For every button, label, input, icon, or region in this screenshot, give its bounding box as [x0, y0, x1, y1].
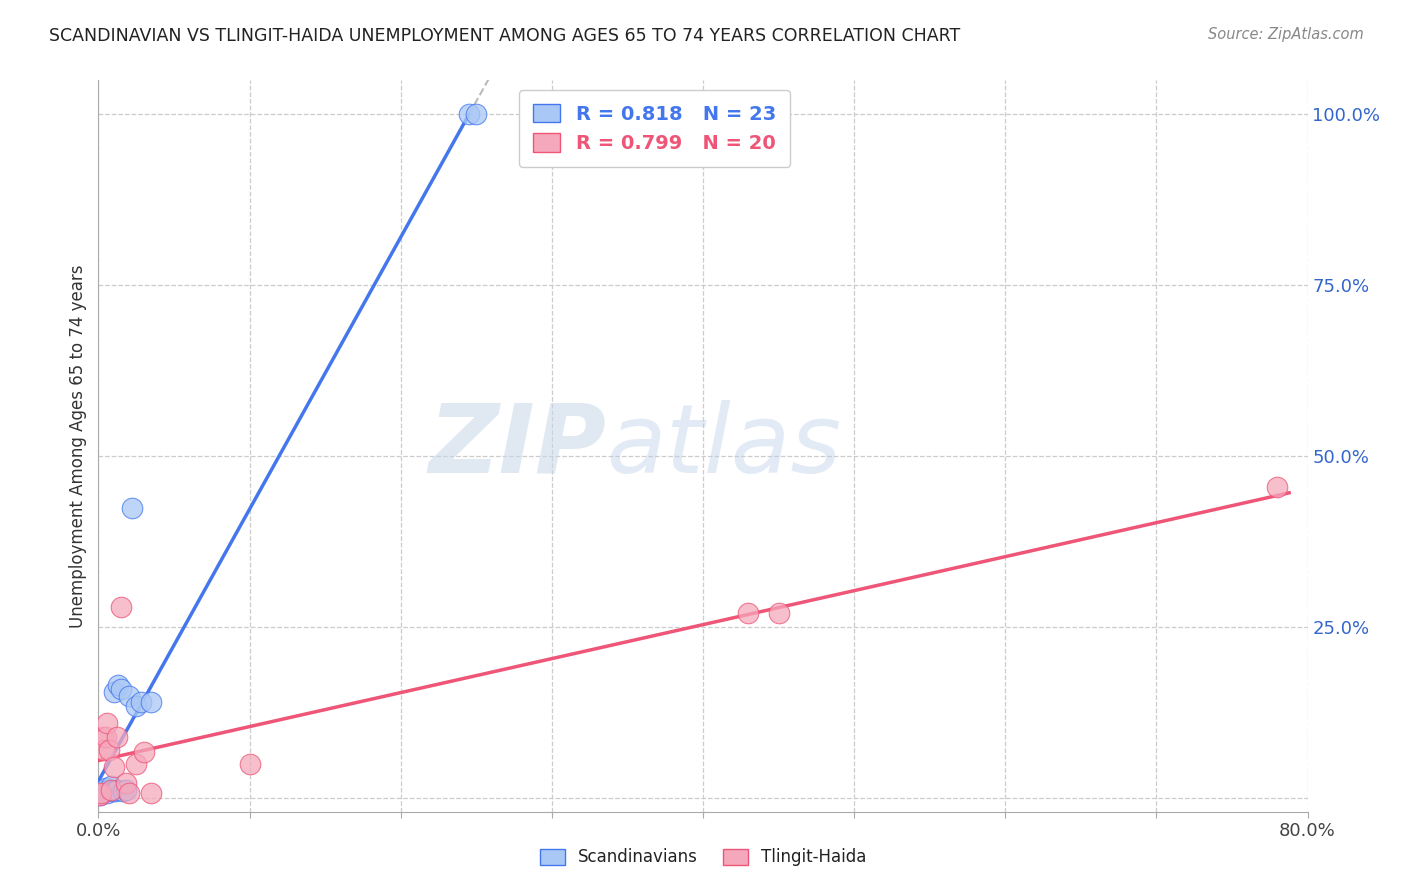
- Point: [91, 782, 114, 797]
- Y-axis label: Unemployment Among Ages 65 to 74 years: Unemployment Among Ages 65 to 74 years: [69, 264, 87, 628]
- Point: [94, 730, 117, 744]
- Point: [98, 743, 121, 757]
- Text: atlas: atlas: [606, 400, 841, 492]
- Point: [93, 743, 115, 757]
- Point: [1267, 480, 1289, 494]
- Point: [132, 745, 155, 759]
- Point: [100, 782, 122, 797]
- Point: [118, 786, 141, 800]
- Point: [737, 607, 759, 621]
- Legend: Scandinavians, Tlingit-Haida: Scandinavians, Tlingit-Haida: [531, 840, 875, 875]
- Point: [90, 786, 112, 800]
- Point: [98, 782, 121, 797]
- Text: Source: ZipAtlas.com: Source: ZipAtlas.com: [1208, 27, 1364, 42]
- Point: [96, 786, 118, 800]
- Point: [111, 784, 134, 798]
- Legend: R = 0.818   N = 23, R = 0.799   N = 20: R = 0.818 N = 23, R = 0.799 N = 20: [519, 90, 790, 167]
- Point: [89, 788, 111, 802]
- Point: [103, 685, 125, 699]
- Point: [107, 678, 129, 692]
- Point: [104, 784, 127, 798]
- Point: [114, 782, 136, 797]
- Point: [94, 780, 117, 795]
- Point: [89, 788, 111, 802]
- Point: [118, 689, 141, 703]
- Point: [101, 784, 124, 798]
- Text: SCANDINAVIAN VS TLINGIT-HAIDA UNEMPLOYMENT AMONG AGES 65 TO 74 YEARS CORRELATION: SCANDINAVIAN VS TLINGIT-HAIDA UNEMPLOYME…: [49, 27, 960, 45]
- Point: [768, 607, 790, 621]
- Point: [125, 698, 148, 713]
- Text: ZIP: ZIP: [429, 400, 606, 492]
- Point: [93, 784, 115, 798]
- Point: [125, 756, 148, 771]
- Point: [105, 730, 128, 744]
- Point: [457, 107, 479, 121]
- Point: [90, 786, 112, 800]
- Point: [110, 599, 132, 614]
- Point: [114, 776, 136, 790]
- Point: [103, 760, 125, 774]
- Point: [110, 681, 132, 696]
- Point: [121, 500, 143, 515]
- Point: [465, 107, 488, 121]
- Point: [105, 782, 128, 797]
- Point: [91, 730, 114, 744]
- Point: [141, 695, 163, 709]
- Point: [96, 715, 118, 730]
- Point: [129, 695, 152, 709]
- Point: [239, 756, 262, 771]
- Point: [100, 779, 122, 793]
- Point: [141, 786, 163, 800]
